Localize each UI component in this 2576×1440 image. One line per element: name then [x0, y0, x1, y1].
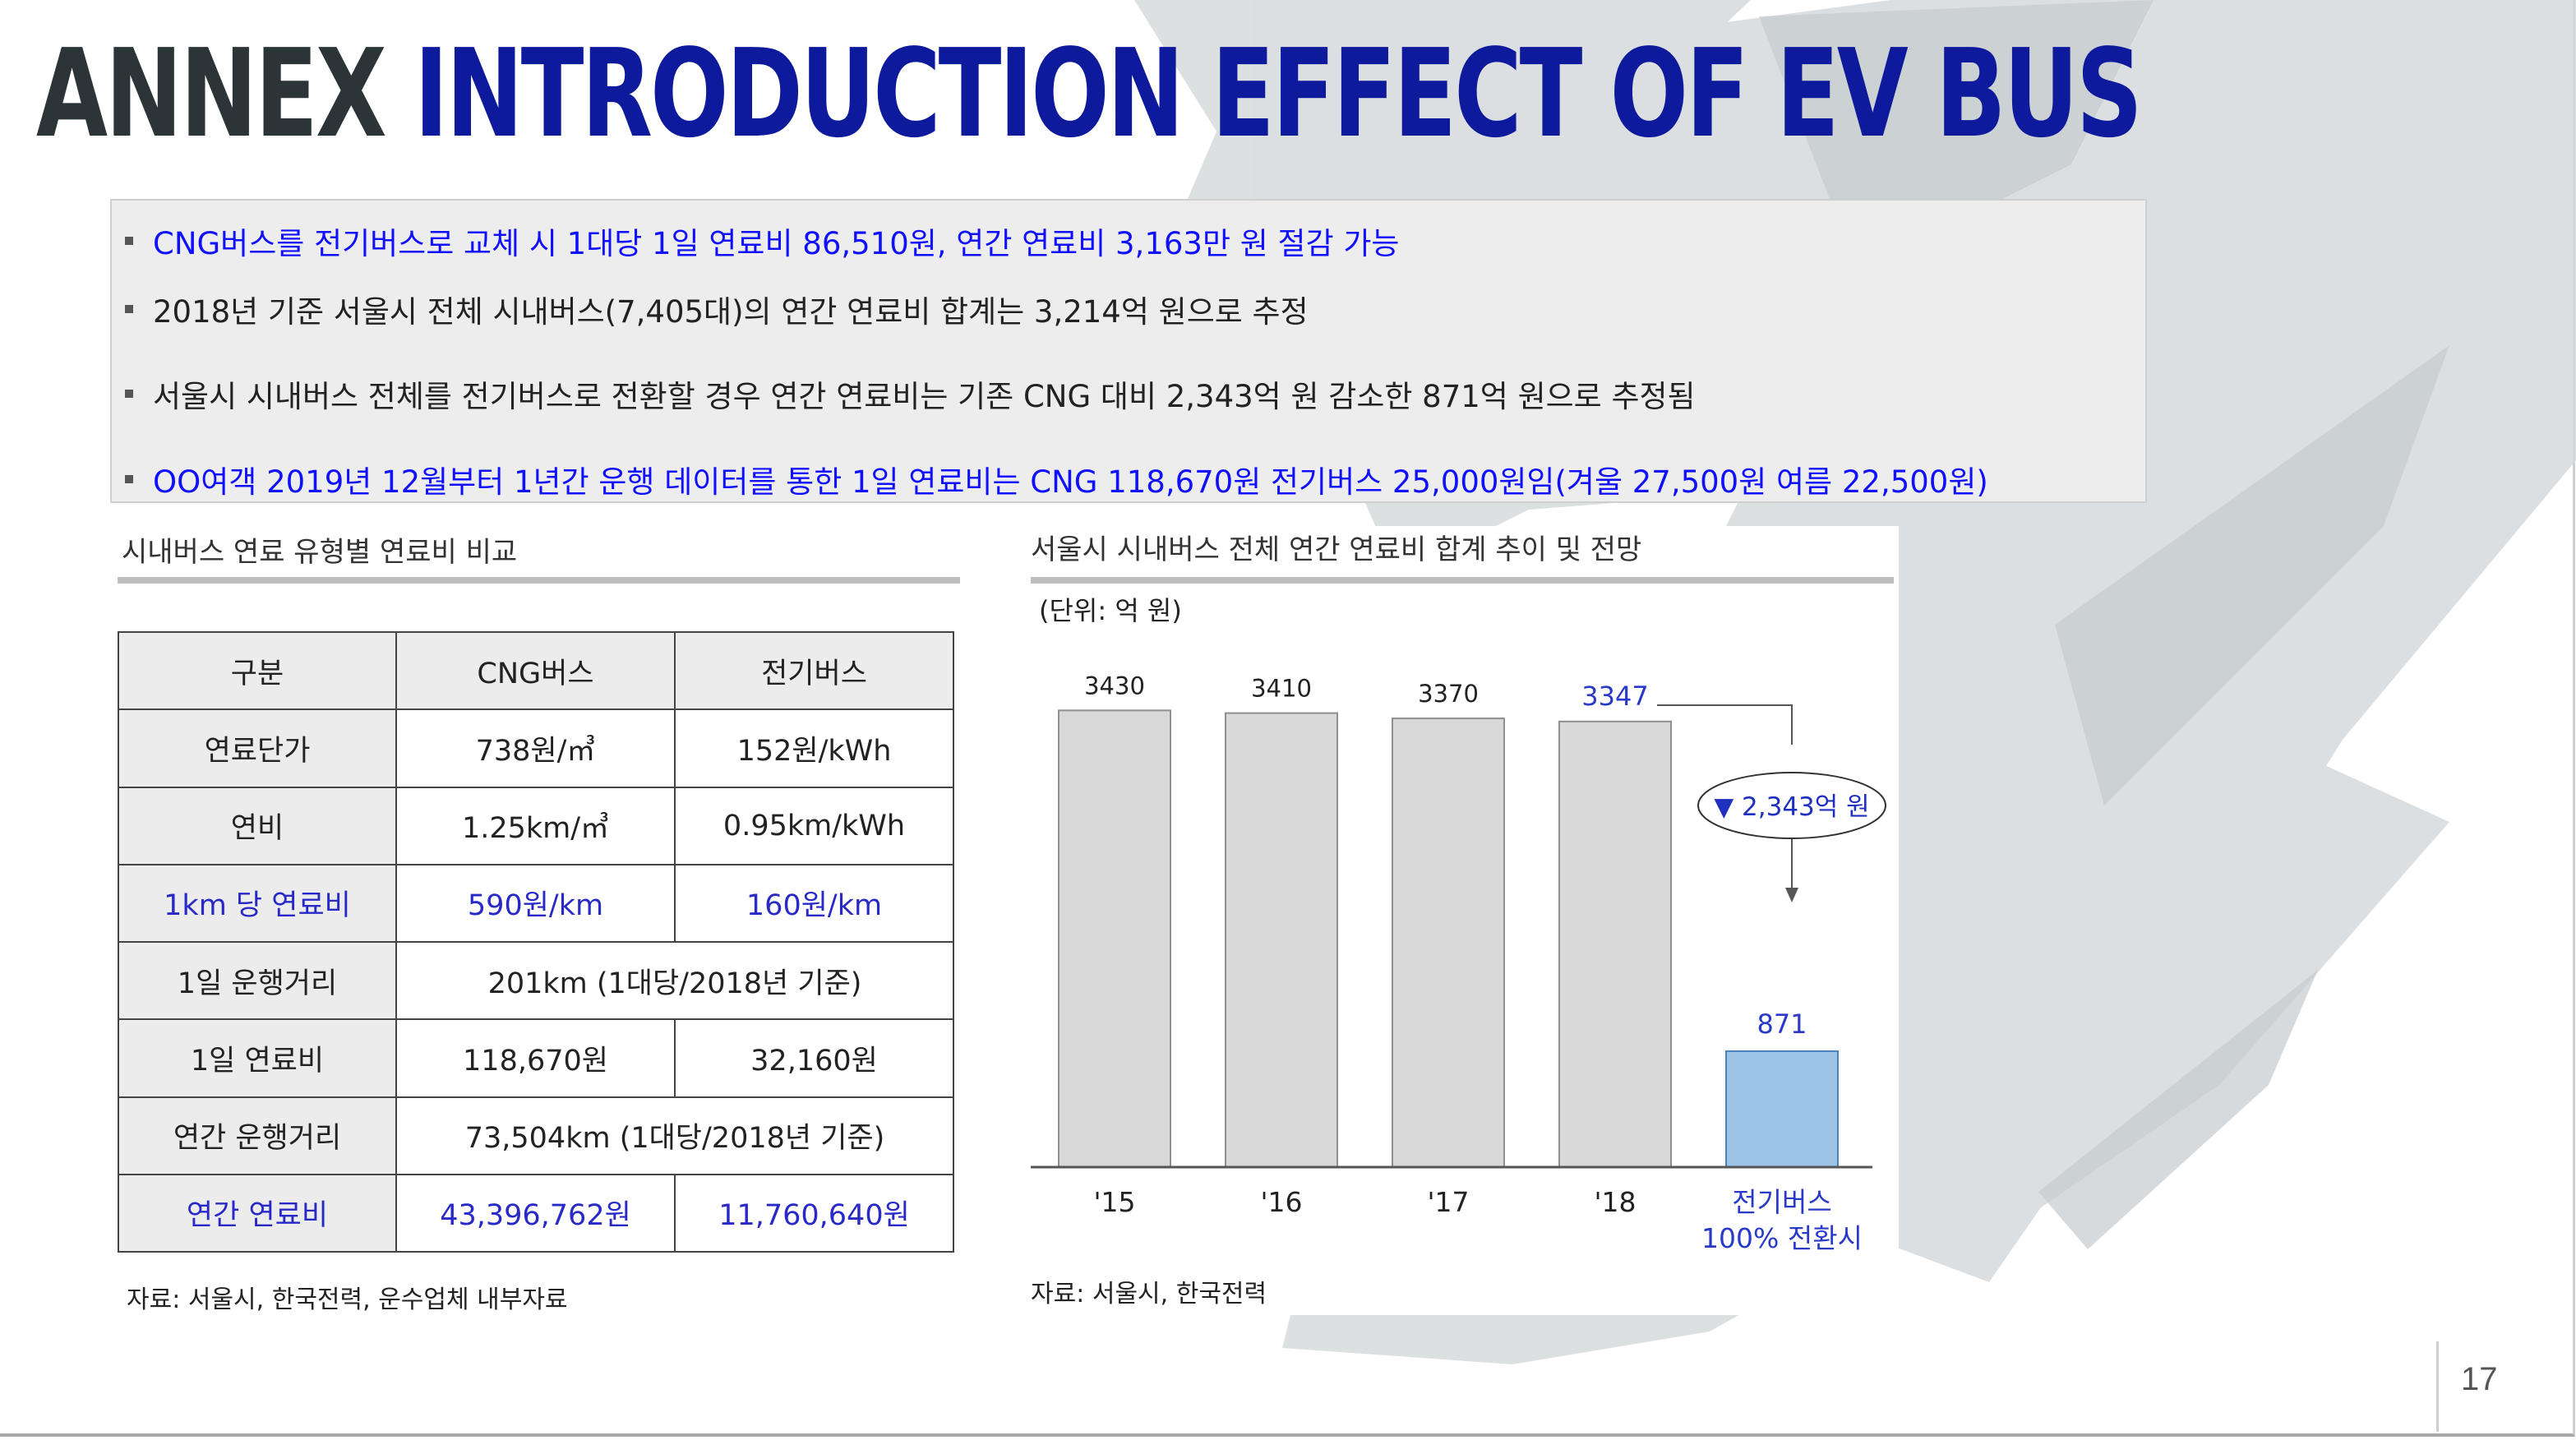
table-source: 자료: 서울시, 한국전력, 운수업체 내부자료: [127, 1285, 568, 1314]
table-cell: 0.95km/kWh: [674, 786, 954, 865]
table-cell: 201km (1대당/2018년 기준): [395, 940, 954, 1021]
fuel-cost-comparison-table: 구분 CNG버스 전기버스 연료단가 738원/㎥ 152원/kWh 연비 1.…: [118, 630, 954, 1253]
bar-value-label: 3370: [1418, 680, 1479, 708]
table-title-divider: [118, 577, 960, 584]
bullet-square-icon: [125, 390, 133, 398]
bullet-square-icon: [125, 305, 133, 313]
chart-title-divider: [1031, 577, 1894, 584]
table-cell: 43,396,762원: [395, 1173, 676, 1253]
table-row: 연비 1.25km/㎥ 0.95km/kWh: [118, 786, 954, 865]
row-label: 연간 연료비: [118, 1173, 397, 1253]
chart-title: 서울시 시내버스 전체 연간 연료비 합계 추이 및 전망: [1031, 533, 1641, 566]
x-tick-label: '16: [1260, 1186, 1302, 1218]
table-cell: 73,504km (1대당/2018년 기준): [395, 1096, 954, 1175]
reduction-callout: [1697, 772, 1886, 839]
summary-bullet: 서울시 시내버스 전체를 전기버스로 전환할 경우 연간 연료비는 기존 CNG…: [125, 372, 1696, 416]
chart-unit-label: (단위: 억 원): [1039, 595, 1182, 626]
x-tick-label: 100% 전환시: [1701, 1222, 1863, 1254]
bar-value-label: 3410: [1251, 675, 1312, 703]
table-header-row: 구분 CNG버스 전기버스: [118, 630, 954, 711]
page-number-divider: [2436, 1341, 2439, 1432]
bar-value-label: 3347: [1581, 681, 1648, 712]
x-tick-label: 전기버스: [1732, 1186, 1831, 1218]
chart-bar: [1725, 1050, 1839, 1169]
chart-bar: [1058, 709, 1171, 1168]
table-row: 연간 연료비 43,396,762원 11,760,640원: [118, 1173, 954, 1253]
title-main: INTRODUCTION EFFECT OF EV BUS: [413, 23, 2143, 164]
fuel-cost-trend-chart: 서울시 시내버스 전체 연간 연료비 합계 추이 및 전망 (단위: 억 원) …: [1008, 526, 1899, 1315]
bullet-text: OO여객 2019년 12월부터 1년간 운행 데이터를 통한 1일 연료비는 …: [153, 464, 1988, 500]
chart-source: 자료: 서울시, 한국전력: [1031, 1280, 1267, 1308]
table-header-cell: 전기버스: [674, 630, 954, 711]
row-label: 연료단가: [118, 708, 397, 788]
table-row: 연간 운행거리 73,504km (1대당/2018년 기준): [118, 1096, 954, 1175]
table-row: 1km 당 연료비 590원/km 160원/km: [118, 863, 954, 944]
table-row: 연료단가 738원/㎥ 152원/kWh: [118, 708, 954, 788]
table-cell: 32,160원: [674, 1018, 954, 1098]
table-cell: 1.25km/㎥: [395, 786, 676, 865]
bar-value-label: 871: [1757, 1008, 1807, 1040]
table-cell: 118,670원: [395, 1018, 676, 1098]
bullet-text: CNG버스를 전기버스로 교체 시 1대당 1일 연료비 86,510원, 연간…: [153, 226, 1400, 261]
title-annex: ANNEX: [36, 23, 387, 164]
x-tick-label: '17: [1427, 1186, 1469, 1218]
bullet-text: 서울시 시내버스 전체를 전기버스로 전환할 경우 연간 연료비는 기존 CNG…: [153, 379, 1696, 414]
row-label: 1km 당 연료비: [118, 863, 397, 944]
arrow-down-icon: [1785, 888, 1798, 902]
reduction-connector: [1657, 704, 1793, 745]
table-cell: 160원/km: [674, 863, 954, 944]
page-title: ANNEX INTRODUCTION EFFECT OF EV BUS: [36, 20, 2143, 168]
bar-value-label: 3430: [1084, 672, 1145, 699]
row-label: 연간 운행거리: [118, 1096, 397, 1175]
chart-bar: [1392, 718, 1505, 1168]
table-row: 1일 운행거리 201km (1대당/2018년 기준): [118, 940, 954, 1021]
table-cell: 152원/kWh: [674, 708, 954, 788]
bullet-text: 2018년 기준 서울시 전체 시내버스(7,405대)의 연간 연료비 합계는…: [153, 294, 1309, 330]
x-tick-label: '15: [1093, 1186, 1135, 1218]
bullet-square-icon: [125, 237, 133, 245]
summary-bullet: CNG버스를 전기버스로 교체 시 1대당 1일 연료비 86,510원, 연간…: [125, 219, 1399, 263]
table-header-cell: CNG버스: [395, 630, 676, 711]
summary-bullet: OO여객 2019년 12월부터 1년간 운행 데이터를 통한 1일 연료비는 …: [125, 457, 1988, 501]
table-cell: 11,760,640원: [674, 1173, 954, 1253]
chart-bar: [1558, 720, 1672, 1168]
row-label: 1일 운행거리: [118, 940, 397, 1021]
table-cell: 590원/km: [395, 863, 676, 944]
row-label: 1일 연료비: [118, 1018, 397, 1098]
summary-notes-box: CNG버스를 전기버스로 교체 시 1대당 1일 연료비 86,510원, 연간…: [110, 199, 2147, 503]
bullet-square-icon: [125, 475, 133, 483]
x-tick-label: '18: [1594, 1186, 1636, 1218]
reduction-label: ▼ 2,343억 원: [1714, 792, 1869, 822]
chart-bar: [1225, 712, 1338, 1168]
bar-group: 3430 '15 3410 '16 3370 '17 3347 '18 871 전기버스 100% …: [1058, 672, 1863, 1254]
table-cell: 738원/㎥: [395, 708, 676, 788]
table-row: 1일 연료비 118,670원 32,160원: [118, 1018, 954, 1098]
summary-bullet: 2018년 기준 서울시 전체 시내버스(7,405대)의 연간 연료비 합계는…: [125, 287, 1309, 331]
table-header-cell: 구분: [118, 630, 397, 711]
table-title: 시내버스 연료 유형별 연료비 비교: [122, 536, 518, 569]
row-label: 연비: [118, 786, 397, 865]
page-number: 17: [2461, 1361, 2498, 1397]
